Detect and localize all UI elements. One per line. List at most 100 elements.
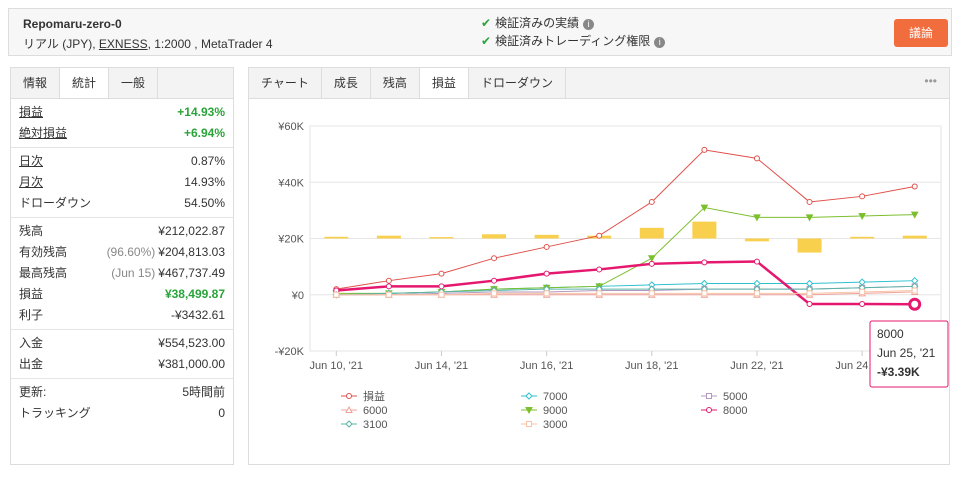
point bbox=[543, 270, 550, 277]
tooltip-date: Jun 25, '21 bbox=[877, 346, 936, 360]
tab[interactable]: 情報 bbox=[11, 68, 61, 98]
stat-value-wrap: +6.94% bbox=[184, 123, 225, 144]
point bbox=[596, 290, 603, 297]
menu[interactable]: ••• bbox=[924, 74, 937, 88]
stat-note: (Jun 15) bbox=[111, 266, 156, 280]
stat-value-wrap: ¥554,523.00 bbox=[158, 333, 225, 354]
stats-tabs: 情報 統計 一般 bbox=[11, 68, 233, 99]
point bbox=[385, 277, 392, 284]
bar bbox=[639, 227, 664, 239]
tab[interactable]: 統計 bbox=[60, 68, 110, 98]
stat-value-wrap: 14.93% bbox=[184, 172, 225, 193]
bar bbox=[376, 235, 401, 239]
tooltip-value: -¥3.39K bbox=[877, 365, 920, 379]
stats-group: 更新: 5時間前 トラッキング 0 bbox=[11, 379, 233, 427]
point bbox=[753, 290, 760, 297]
page: Repomaru-zero-0 リアル (JPY), EXNESS, 1:200… bbox=[8, 8, 952, 465]
y-tick-label: ¥0 bbox=[291, 290, 304, 302]
point bbox=[543, 243, 550, 250]
legend-label: 6000 bbox=[363, 405, 387, 417]
stat-label: 更新: bbox=[19, 385, 47, 399]
point bbox=[701, 259, 708, 266]
stat-row: 損益 +14.93% bbox=[11, 102, 233, 123]
discuss-button[interactable]: 議論 bbox=[894, 19, 948, 47]
stat-value: 14.93% bbox=[184, 175, 225, 189]
tab[interactable]: 損益 bbox=[419, 68, 469, 98]
stat-row: 絶対損益 +6.94% bbox=[11, 123, 233, 144]
point bbox=[706, 393, 712, 399]
point bbox=[910, 211, 919, 219]
point bbox=[806, 290, 813, 297]
tab[interactable]: 一般 bbox=[109, 68, 159, 98]
stat-label: 月次 bbox=[19, 175, 44, 189]
y-tick-label: ¥20K bbox=[277, 234, 304, 246]
stat-value: ¥204,813.03 bbox=[158, 245, 225, 259]
series-line bbox=[336, 285, 915, 296]
stats-group: 損益 +14.93% 絶対損益 +6.94% bbox=[11, 99, 233, 148]
stat-value-wrap: ¥381,000.00 bbox=[158, 354, 225, 375]
stat-value-wrap: 0 bbox=[218, 403, 225, 424]
point bbox=[438, 291, 445, 298]
x-tick-label: Jun 14, '21 bbox=[415, 360, 468, 372]
stat-row: 有効残高 (96.60%) ¥204,813.03 bbox=[11, 242, 233, 263]
verified-item: ✔ 検証済みの実績 i bbox=[481, 14, 595, 32]
tab[interactable]: ドローダウン bbox=[469, 68, 566, 98]
stat-label: トラッキング bbox=[19, 406, 91, 420]
stats-list: 損益 +14.93% 絶対損益 +6.94% 日次 0.87% 月次 14.93% ドローダウン… bbox=[11, 99, 233, 427]
point bbox=[438, 270, 445, 277]
stat-row: 損益 ¥38,499.87 bbox=[11, 284, 233, 305]
stat-row: ドローダウン 54.50% bbox=[11, 193, 233, 214]
stat-value: -¥3432.61 bbox=[170, 308, 225, 322]
bar bbox=[797, 238, 822, 253]
point bbox=[345, 420, 353, 428]
bar bbox=[429, 237, 454, 239]
stat-row: 出金 ¥381,000.00 bbox=[11, 354, 233, 375]
point bbox=[385, 283, 392, 290]
point bbox=[648, 290, 655, 297]
chart-tabs: チャート 成長 残高 損益 ドローダウン bbox=[249, 68, 949, 99]
account-header: Repomaru-zero-0 リアル (JPY), EXNESS, 1:200… bbox=[8, 8, 952, 56]
legend-label: 損益 bbox=[363, 389, 385, 403]
series-line bbox=[336, 260, 915, 306]
tab[interactable]: チャート bbox=[249, 68, 322, 98]
legend-label: 3000 bbox=[543, 419, 567, 431]
bar bbox=[692, 221, 717, 239]
stats-group: 残高 ¥212,022.87 有効残高 (96.60%) ¥204,813.03 最高残高… bbox=[11, 218, 233, 330]
stat-label: 有効残高 bbox=[19, 245, 68, 259]
subtitle-prefix: リアル (JPY), bbox=[23, 37, 99, 51]
legend-label: 7000 bbox=[543, 391, 567, 403]
stat-value: ¥38,499.87 bbox=[164, 287, 225, 301]
hover-point bbox=[908, 297, 922, 311]
verified-text: 検証済みトレーディング権限 bbox=[495, 34, 651, 48]
stats-group: 入金 ¥554,523.00 出金 ¥381,000.00 bbox=[11, 330, 233, 379]
stat-value-wrap: 0.87% bbox=[191, 151, 225, 172]
legend-label: 8000 bbox=[723, 405, 747, 417]
point bbox=[805, 214, 814, 222]
stat-value-wrap: ¥212,022.87 bbox=[158, 221, 225, 242]
y-tick-label: ¥40K bbox=[277, 177, 304, 189]
stat-value: ¥381,000.00 bbox=[158, 357, 225, 371]
x-tick-label: Jun 16, '21 bbox=[520, 360, 573, 372]
point bbox=[859, 193, 866, 200]
point bbox=[647, 255, 656, 263]
stat-value-wrap: ¥38,499.87 bbox=[165, 284, 225, 305]
stat-row: 利子 -¥3432.61 bbox=[11, 305, 233, 326]
point bbox=[525, 407, 533, 415]
stat-row: 月次 14.93% bbox=[11, 172, 233, 193]
stat-value: ¥554,523.00 bbox=[158, 336, 225, 350]
bar bbox=[324, 236, 349, 239]
stat-label: 出金 bbox=[19, 357, 44, 371]
tab[interactable]: 成長 bbox=[322, 68, 371, 98]
broker-link[interactable]: EXNESS bbox=[98, 37, 148, 51]
series-line bbox=[336, 149, 915, 290]
account-subtitle: リアル (JPY), EXNESS, 1:2000 , MetaTrader 4 bbox=[23, 35, 273, 52]
stat-label: 入金 bbox=[19, 336, 44, 350]
point bbox=[438, 283, 445, 290]
point bbox=[525, 392, 533, 400]
stat-label: 絶対損益 bbox=[19, 126, 68, 140]
bar bbox=[534, 234, 559, 239]
chart: -¥20K ¥0 ¥20K ¥40K ¥60K Jun 10, '21 Jun 14, '2… bbox=[275, 121, 949, 431]
stat-value-wrap: (Jun 15) ¥467,737.49 bbox=[111, 263, 225, 284]
tab[interactable]: 残高 bbox=[371, 68, 420, 98]
stat-label: 損益 bbox=[19, 287, 44, 301]
